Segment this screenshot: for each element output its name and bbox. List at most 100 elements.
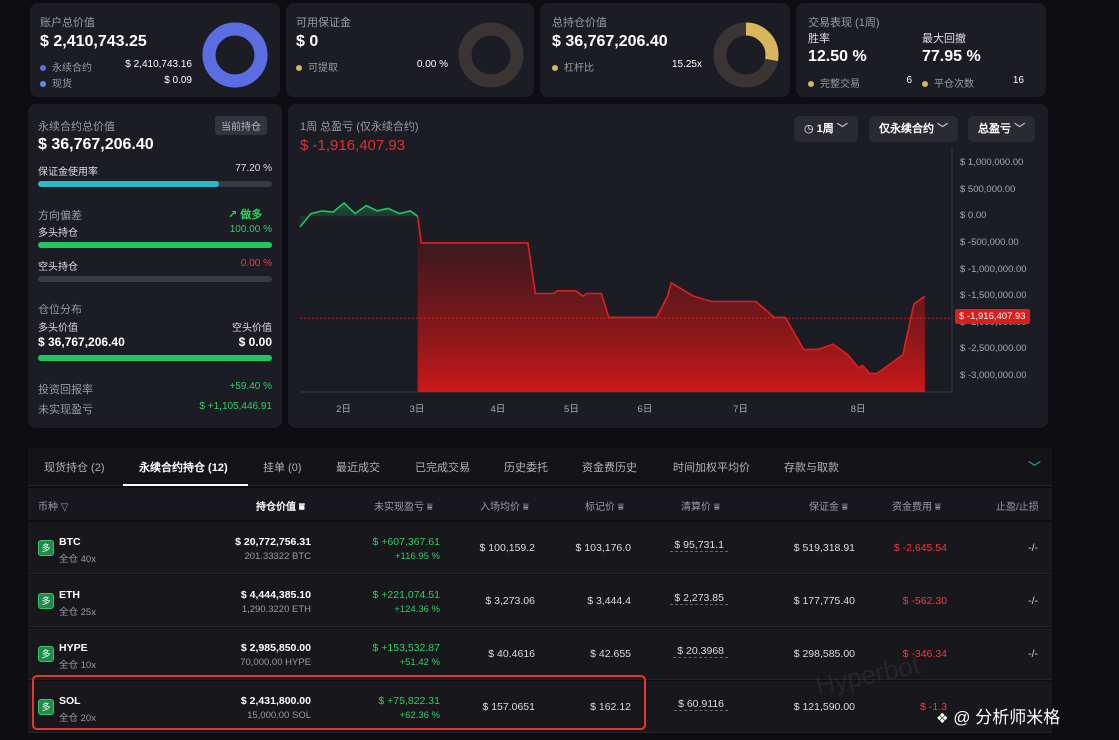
table-row[interactable]: 多 HYPE 全仓 10x $ 2,985,850.00 70,000.00 HYPE $… — [28, 628, 1052, 680]
positions-tabbar: 现货持仓 (2) 永续合约持仓 (12) 挂单 (0) 最近成交 已完成交易 历… — [28, 448, 1052, 486]
short-value-label: 空头价值 — [232, 323, 272, 334]
coin-symbol[interactable]: BTC — [59, 536, 81, 548]
close-count: 平仓次数 16 — [922, 75, 1024, 90]
tab-twap[interactable]: 时间加权平均价 — [673, 462, 750, 474]
liq-price: $ 60.9116 — [674, 698, 728, 711]
margin-usage-value: 77.20 % — [235, 163, 272, 174]
coin-symbol[interactable]: HYPE — [59, 642, 88, 654]
sort-icon: ⩸ — [713, 502, 720, 513]
tab-deposits-withdrawals[interactable]: 存款与取款 — [784, 462, 839, 474]
collapse-chevron-icon[interactable]: ﹀ — [1028, 460, 1042, 475]
coin-symbol[interactable]: ETH — [59, 589, 80, 601]
mark-price: $ 103,176.0 — [575, 542, 631, 554]
active-tab-indicator — [123, 484, 248, 486]
sort-icon: ⩸ — [617, 502, 624, 513]
clock-icon: ◷ — [804, 123, 814, 135]
tpsl-value[interactable]: -/- — [1028, 595, 1038, 607]
th-mark[interactable]: 标记价 ⩸ — [585, 502, 624, 513]
filter-icon[interactable]: ▽ — [60, 502, 69, 513]
short-value: $ 0.00 — [238, 335, 272, 349]
position-value: $ 4,444,385.10 — [240, 589, 311, 601]
long-label: 多头持仓 — [38, 228, 78, 239]
th-funding[interactable]: 资金费用 ⩸ — [892, 502, 941, 513]
funding-fee: $ -2,645.54 — [893, 542, 947, 554]
short-pct: 0.00 % — [240, 258, 272, 269]
long-side-badge: 多 — [38, 646, 54, 662]
completed-trades-value: 6 — [906, 75, 912, 86]
th-margin[interactable]: 保证金 ⩸ — [809, 502, 848, 513]
period-dropdown[interactable]: ◷ 1周 ﹀ — [794, 116, 858, 142]
tab-funding-history[interactable]: 资金费历史 — [582, 462, 637, 474]
unrealized-value: $ +1,105,446.91 — [199, 401, 272, 412]
x-tick-label: 5日 — [564, 404, 579, 415]
tpsl-value[interactable]: -/- — [1028, 542, 1038, 554]
sort-icon: ⩸ — [426, 502, 433, 513]
legend-dot — [40, 65, 46, 72]
short-label: 空头持仓 — [38, 262, 78, 273]
coin-symbol[interactable]: SOL — [59, 695, 81, 707]
loss-area — [417, 216, 925, 392]
position-size: 70,000.00 HYPE — [240, 657, 311, 668]
long-pct: 100.00 % — [229, 224, 272, 235]
unrealized-pnl: $ +221,074.51 — [372, 589, 440, 601]
x-tick-label: 7日 — [733, 404, 748, 415]
completed-trades: 完整交易 6 — [808, 75, 912, 90]
table-row[interactable]: 多 SOL 全仓 20x $ 2,431,800.00 15,000.00 SOL $ +… — [28, 681, 1052, 733]
tab-open-orders[interactable]: 挂单 (0) — [263, 462, 302, 474]
legend-dot — [552, 65, 558, 72]
y-tick-label: $ 1,000,000.00 — [960, 156, 1024, 168]
margin-usage-bar — [38, 181, 272, 187]
legend-dot — [40, 81, 46, 88]
th-tpsl: 止盈/止损 — [996, 502, 1039, 513]
margin-usage-label: 保证金使用率 — [38, 167, 98, 178]
margin-ring-chart — [458, 22, 524, 88]
position-value: $ 20,772,756.31 — [235, 536, 311, 548]
legend-spot-value: $ 0.09 — [164, 75, 192, 86]
long-fill — [38, 242, 272, 248]
entry-price: $ 100,159.2 — [479, 542, 535, 554]
x-tick-label: 8日 — [850, 404, 866, 415]
tab-order-history[interactable]: 历史委托 — [504, 462, 548, 474]
position-value: $ 2,431,800.00 — [240, 695, 311, 707]
current-position-badge[interactable]: 当前持仓 — [215, 116, 267, 135]
y-tick-label: $ -500,000.00 — [960, 236, 1019, 248]
distribution-fill — [38, 355, 272, 361]
short-bar — [38, 276, 272, 282]
perp-title: 永续合约总价值 — [38, 121, 115, 133]
table-row[interactable]: 多 ETH 全仓 25x $ 4,444,385.10 1,290.3220 ETH $ … — [28, 575, 1052, 627]
roi-value: +59.40 % — [229, 381, 272, 392]
th-position-value[interactable]: 持仓价值 ⩸ — [256, 502, 305, 513]
unrealized-pnl-pct: +116.95 % — [395, 551, 440, 562]
distribution-bar — [38, 355, 272, 361]
x-tick-label: 6日 — [637, 404, 653, 415]
pnl-line-loss — [416, 216, 926, 375]
distribution-label: 仓位分布 — [38, 304, 82, 316]
sort-icon: ⩸ — [298, 502, 305, 513]
th-entry[interactable]: 入场均价 ⩸ — [480, 502, 529, 513]
th-coin[interactable]: 币种 ▽ — [38, 502, 69, 513]
profit-area — [300, 202, 418, 227]
scope-dropdown[interactable]: 仅永续合约 ﹀ — [869, 116, 959, 142]
metric-dropdown[interactable]: 总盈亏 ﹀ — [968, 116, 1036, 142]
th-unrealized[interactable]: 未实现盈亏 ⩸ — [374, 502, 433, 513]
legend-leverage-value: 15.25x — [671, 59, 702, 70]
mark-price: $ 42.655 — [590, 648, 631, 660]
table-row[interactable]: 多 BTC 全仓 40x $ 20,772,756.31 201.33322 BTC $ … — [28, 522, 1052, 574]
legend-perp: 永续合约 $ 2,410,743.16 — [40, 59, 192, 74]
highlight-box — [32, 675, 646, 730]
tpsl-value[interactable]: -/- — [1028, 648, 1038, 660]
trading-performance-card: 交易表现 (1周) 胜率 12.50 % 最大回撤 77.95 % 完整交易 6… — [796, 3, 1046, 97]
th-liq[interactable]: 清算价 ⩸ — [681, 502, 720, 513]
long-side-badge: 多 — [38, 593, 54, 609]
mark-price: $ 3,444.4 — [587, 595, 631, 607]
tab-spot[interactable]: 现货持仓 (2) — [44, 462, 105, 474]
account-ring-chart — [202, 22, 268, 88]
liq-price: $ 2,273.85 — [670, 592, 728, 605]
tab-recent-fills[interactable]: 最近成交 — [336, 462, 380, 474]
x-tick-label: 2日 — [336, 404, 351, 415]
tab-completed-trades[interactable]: 已完成交易 — [415, 462, 470, 474]
account-total-card: 账户总价值 $ 2,410,743.25 永续合约 $ 2,410,743.16… — [30, 3, 280, 97]
funding-fee: $ -562.30 — [902, 595, 947, 607]
y-tick-label: $ 500,000.00 — [960, 183, 1016, 195]
tab-perp[interactable]: 永续合约持仓 (12) — [139, 462, 228, 474]
